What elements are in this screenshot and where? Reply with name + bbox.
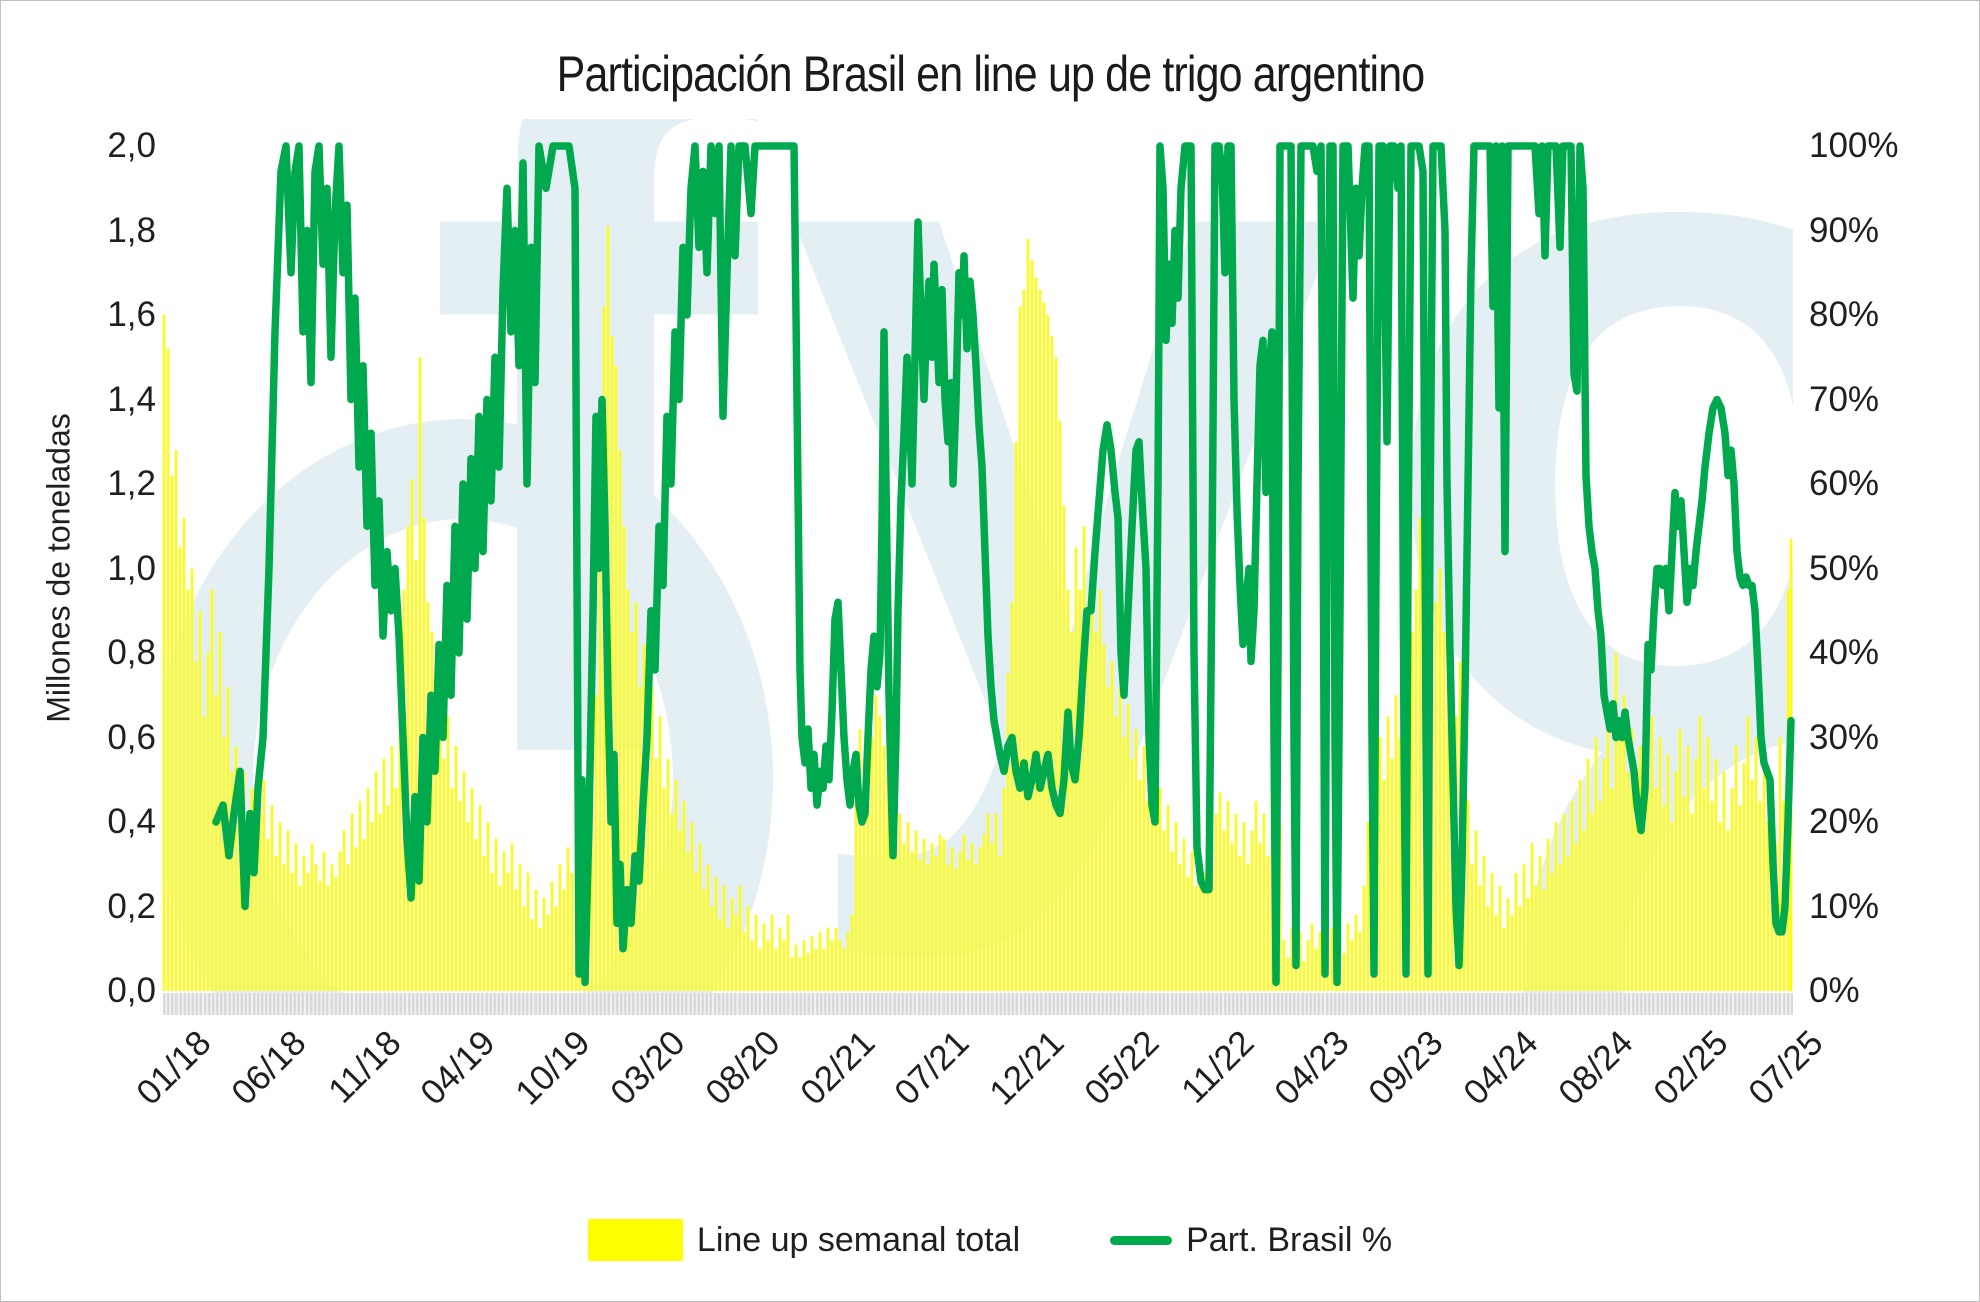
y-right-tick: 10% — [1809, 886, 1880, 926]
y-right-tick: 90% — [1809, 210, 1880, 250]
legend-swatch-lineup-icon — [587, 1219, 683, 1261]
chart-title: Participación Brasil en line up de trigo… — [556, 46, 1425, 102]
y-left-tick: 0,2 — [107, 886, 156, 926]
y-left-tick: 2,0 — [107, 126, 156, 165]
y-right-tick: 20% — [1809, 802, 1880, 841]
y-left-tick: 1,8 — [107, 210, 156, 250]
y-right-tick: 70% — [1809, 379, 1880, 419]
y-right-tick: 40% — [1809, 633, 1880, 672]
line-series-part-brasil — [212, 142, 1795, 987]
y-right-tick: 50% — [1809, 548, 1880, 588]
legend-label-part-brasil: Part. Brasil % — [1186, 1220, 1393, 1259]
legend: Line up semanal total Part. Brasil % — [1, 1219, 1979, 1261]
y-right-tick: 30% — [1809, 717, 1880, 757]
legend-swatch-part-brasil-icon — [1110, 1235, 1173, 1245]
legend-label-lineup: Line up semanal total — [696, 1220, 1021, 1259]
y-right-tick: 60% — [1809, 464, 1880, 503]
y-left-tick: 0,6 — [107, 717, 156, 757]
y-left-tick: 1,6 — [107, 295, 156, 334]
y-left-tick: 1,0 — [107, 548, 156, 588]
y-right-tick: 80% — [1809, 295, 1880, 334]
y-left-tick: 1,2 — [107, 464, 156, 503]
y-left-tick: 1,4 — [107, 379, 156, 419]
y-right-tick: 100% — [1809, 126, 1899, 165]
x-axis-tick-strip — [163, 993, 1793, 1015]
y-left-tick: 0,0 — [107, 971, 156, 1010]
y-left-tick: 0,4 — [107, 802, 156, 841]
y-left-tick: 0,8 — [107, 633, 156, 672]
y-right-tick: 0% — [1809, 971, 1860, 1010]
